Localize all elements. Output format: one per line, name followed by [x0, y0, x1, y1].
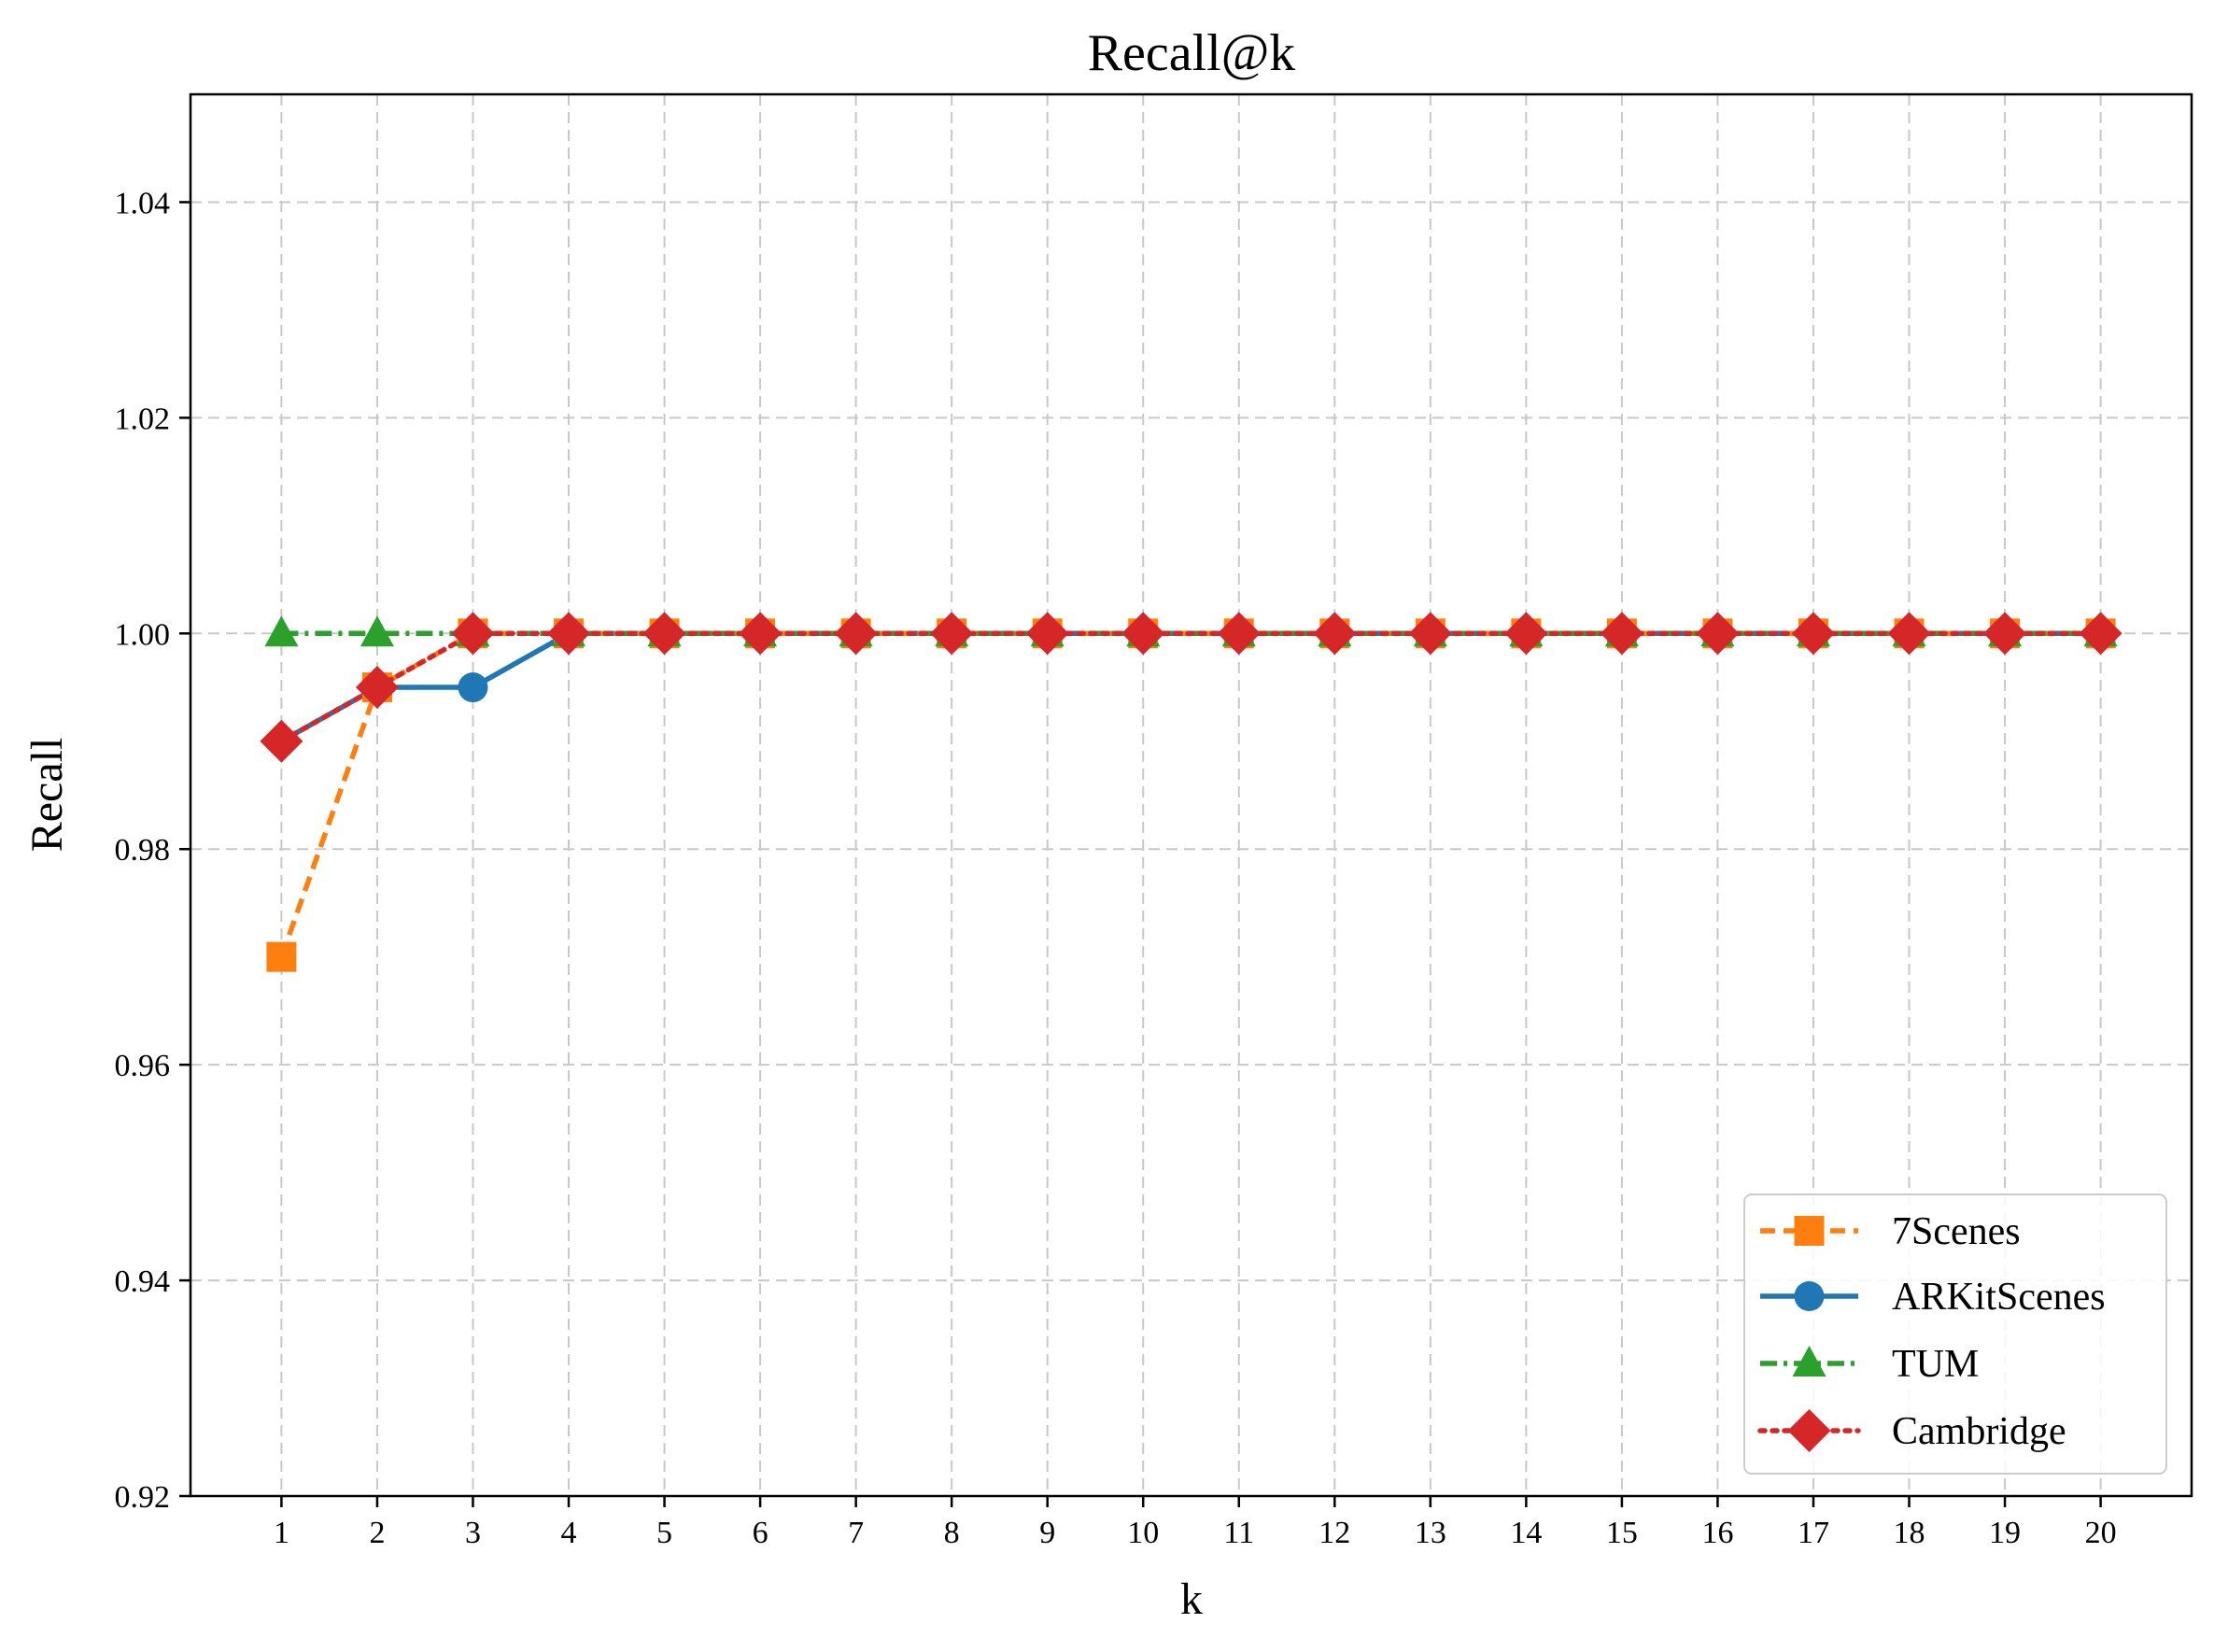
legend-marker-arkitscenes — [1794, 1281, 1825, 1311]
x-tick-label: 2 — [369, 1516, 385, 1550]
series-line-cambridge — [278, 630, 2104, 744]
x-tick-label: 10 — [1127, 1516, 1159, 1550]
data-point-cambridge — [451, 612, 495, 656]
y-tick-label: 1.04 — [115, 186, 171, 220]
data-point-cambridge — [930, 612, 974, 656]
x-tick-label: 5 — [656, 1516, 672, 1550]
chart-title: Recall@k — [1088, 24, 1296, 82]
y-tick-label: 1.00 — [115, 617, 171, 652]
x-tick-label: 15 — [1606, 1516, 1638, 1550]
legend-label-arkitscenes: ARKitScenes — [1892, 1276, 2106, 1319]
legend-item-arkitscenes: ARKitScenes — [1760, 1276, 2106, 1319]
legend-item-7scenes: 7Scenes — [1760, 1210, 2021, 1253]
legend-label-tum: TUM — [1892, 1343, 1979, 1386]
x-tick-label: 17 — [1798, 1516, 1829, 1550]
x-tick-label: 20 — [2085, 1516, 2117, 1550]
x-tick-label: 3 — [465, 1516, 481, 1550]
data-point-cambridge — [1121, 612, 1165, 656]
series-7scenes — [266, 618, 2116, 972]
y-axis-label: Recall — [22, 738, 72, 853]
y-tick-label: 0.92 — [115, 1480, 171, 1515]
plot-area-frame — [189, 92, 2193, 1498]
x-tick-label: 13 — [1415, 1516, 1446, 1550]
data-point-cambridge — [739, 612, 783, 656]
x-tick-label: 4 — [561, 1516, 577, 1550]
x-tick-label: 1 — [274, 1516, 289, 1550]
data-point-cambridge — [1408, 612, 1452, 656]
x-tick-label: 12 — [1319, 1516, 1350, 1550]
data-point-cambridge — [1887, 612, 1931, 656]
axis-ticks: 1 2 3 4 5 6 7 8 9 10 11 12 13 14 15 16 17 18 19 200.920.940… — [115, 186, 2117, 1550]
series-arkitscenes — [266, 618, 2116, 756]
legend-label-cambridge: Cambridge — [1892, 1410, 2066, 1453]
x-tick-label: 7 — [848, 1516, 864, 1550]
data-point-cambridge — [642, 612, 686, 656]
data-point-cambridge — [260, 719, 303, 763]
x-tick-label: 16 — [1701, 1516, 1733, 1550]
x-tick-label: 18 — [1894, 1516, 1925, 1550]
x-tick-label: 6 — [753, 1516, 769, 1550]
y-tick-label: 0.94 — [115, 1264, 171, 1299]
legend-marker-7scenes — [1794, 1216, 1825, 1246]
data-point-cambridge — [1217, 612, 1261, 656]
legend-item-cambridge: Cambridge — [1757, 1409, 2066, 1453]
data-point-cambridge — [1983, 612, 2027, 656]
data-point-cambridge — [834, 612, 878, 656]
legend-frame — [1743, 1193, 2167, 1475]
legend-label-7scenes: 7Scenes — [1892, 1210, 2021, 1253]
legend-item-tum: TUM — [1760, 1343, 1979, 1386]
series-line-7scenes — [278, 630, 2101, 958]
x-tick-label: 8 — [944, 1516, 960, 1550]
data-point-cambridge — [1696, 612, 1740, 656]
legend-marker-cambridge — [1787, 1409, 1831, 1452]
data-point-tum — [360, 615, 394, 647]
x-tick-label: 9 — [1039, 1516, 1055, 1550]
series-layer — [260, 612, 2122, 972]
legend: 7Scenes ARKitScenes TUM Cambridge — [1743, 1193, 2167, 1475]
series-line-arkitscenes — [280, 630, 2101, 744]
data-point-cambridge — [1025, 612, 1069, 656]
data-point-cambridge — [547, 612, 591, 656]
data-point-cambridge — [1791, 612, 1835, 656]
series-cambridge — [260, 612, 2122, 763]
data-point-7scenes — [266, 941, 297, 972]
y-tick-label: 1.02 — [115, 402, 171, 436]
data-point-cambridge — [1600, 612, 1643, 656]
x-tick-label: 11 — [1223, 1516, 1254, 1550]
y-tick-label: 0.96 — [115, 1049, 171, 1083]
x-axis-label: k — [1180, 1574, 1203, 1624]
y-tick-label: 0.98 — [115, 833, 171, 868]
data-point-arkitscenes — [458, 672, 488, 703]
legend-marker-tum — [1792, 1346, 1826, 1377]
data-point-cambridge — [2079, 612, 2122, 656]
data-point-cambridge — [1313, 612, 1357, 656]
data-point-cambridge — [1504, 612, 1548, 656]
x-tick-label: 14 — [1510, 1516, 1542, 1550]
x-tick-label: 19 — [1989, 1516, 2021, 1550]
data-point-cambridge — [355, 666, 399, 710]
data-point-tum — [264, 615, 299, 647]
